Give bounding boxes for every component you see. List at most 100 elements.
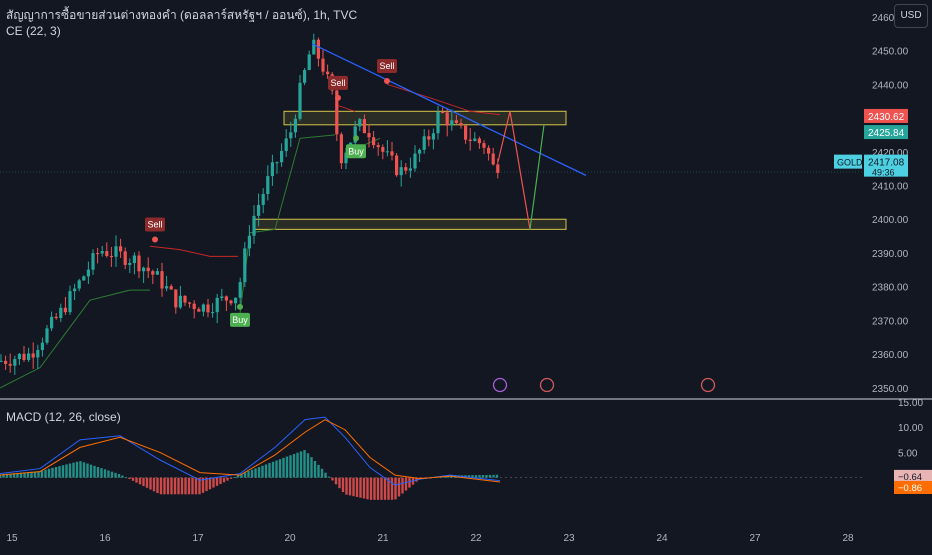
y-tick-label: 2440.00 [872, 80, 909, 91]
x-tick-label: 27 [749, 533, 761, 544]
candle-body [284, 138, 288, 151]
ce-long-stop [239, 134, 336, 314]
signal-label: Sell [379, 61, 394, 71]
candle-body [105, 251, 109, 256]
sell-badge [377, 58, 397, 73]
candle-body [17, 353, 21, 360]
macd-histogram-bar [387, 477, 390, 500]
signal-label: Sell [330, 78, 345, 88]
candle-body [201, 304, 205, 312]
projection-up [529, 124, 545, 230]
candle-body [344, 152, 348, 164]
candle-body [280, 150, 284, 163]
macd-histogram-bar [369, 477, 373, 500]
y-tick-label: 2380.00 [872, 283, 909, 294]
macd-histogram-bar [142, 477, 145, 487]
macd-histogram-bar [247, 471, 250, 478]
macd-histogram-bar [30, 471, 33, 478]
candle-body [73, 288, 77, 292]
candle-body [376, 145, 380, 148]
macd-histogram-bar [61, 465, 65, 478]
macd-histogram-bar [327, 476, 331, 478]
macd-histogram-bar [275, 460, 278, 478]
candle-body [252, 215, 256, 236]
macd-histogram-bar [205, 477, 208, 492]
macd-title: MACD (12, 26, close) [6, 410, 121, 424]
candle-body [119, 246, 123, 252]
candle-body [114, 246, 118, 257]
candle-body [8, 363, 12, 366]
candle-body [206, 304, 210, 313]
macd-histogram-bar [170, 477, 173, 495]
macd-histogram-bar [285, 456, 289, 478]
candle-body [367, 133, 371, 138]
candle-body [422, 136, 426, 150]
candle-body [358, 119, 362, 127]
x-tick-label: 28 [842, 533, 854, 544]
macd-histogram-bar [341, 477, 345, 493]
candle-body [109, 255, 113, 257]
macd-histogram-bar [254, 468, 257, 478]
candle-body [293, 118, 297, 133]
macd-histogram-bar [313, 461, 317, 478]
candle-body [54, 316, 58, 319]
macd-histogram-bar [219, 477, 222, 485]
y-tick-label: 2360.00 [872, 350, 909, 361]
signal-label: Sell [147, 219, 162, 229]
macd-histogram-bar [271, 461, 275, 478]
macd-histogram-bar [397, 477, 401, 497]
buy-badge [230, 312, 250, 327]
candle-body [82, 276, 86, 281]
candle-body [4, 360, 8, 364]
price-label-bg [864, 125, 908, 140]
candle-body [413, 153, 417, 169]
symbol-label-bg [834, 154, 862, 169]
macd-histogram-bar [58, 466, 61, 478]
candle-body [339, 134, 343, 164]
macd-histogram-bar [390, 477, 394, 500]
macd-histogram-bar [124, 477, 128, 479]
macd-histogram-bar [173, 477, 177, 495]
candle-body [169, 286, 173, 290]
macd-histogram-bar [229, 477, 233, 479]
x-tick-label: 20 [284, 533, 296, 544]
candle-body [353, 126, 357, 143]
support-resistance-zones [253, 110, 567, 230]
signal-dot [335, 94, 341, 101]
candle-body [459, 122, 463, 126]
candle-body [146, 267, 150, 272]
currency-button[interactable]: USD [894, 4, 928, 28]
macd-histogram-bar [401, 477, 404, 494]
candle-body [50, 316, 54, 329]
sell-badge [328, 75, 348, 90]
x-tick-label: 22 [470, 533, 482, 544]
candle-body [468, 139, 472, 141]
macd-histogram-bar [467, 475, 471, 478]
candle-body [436, 111, 440, 134]
candle-body [496, 164, 500, 173]
symbol-label: GOLD [837, 158, 863, 168]
candle-body [362, 119, 366, 134]
event-icon [492, 377, 508, 393]
macd-histogram-bar [191, 477, 194, 495]
candle-body [275, 162, 279, 164]
signal-dot [384, 77, 390, 84]
candle-body [178, 295, 182, 308]
candle-body [137, 255, 141, 272]
candle-body [326, 71, 330, 75]
ce-short-stop [386, 83, 501, 116]
macd-histogram-bar [131, 477, 135, 481]
macd-histogram-bar [93, 465, 96, 478]
macd-histogram-bar [268, 463, 271, 478]
candle-body [13, 359, 17, 366]
macd-histogram-bar [331, 477, 334, 481]
macd-histogram-bar [317, 464, 320, 478]
signal-dot [152, 236, 158, 243]
candle-body [307, 54, 311, 70]
projection-down [497, 111, 531, 230]
signals: Sell Buy Sell Buy Sell [145, 58, 397, 327]
candle-body [404, 167, 408, 171]
y-tick-label: 2460.00 [872, 13, 909, 24]
